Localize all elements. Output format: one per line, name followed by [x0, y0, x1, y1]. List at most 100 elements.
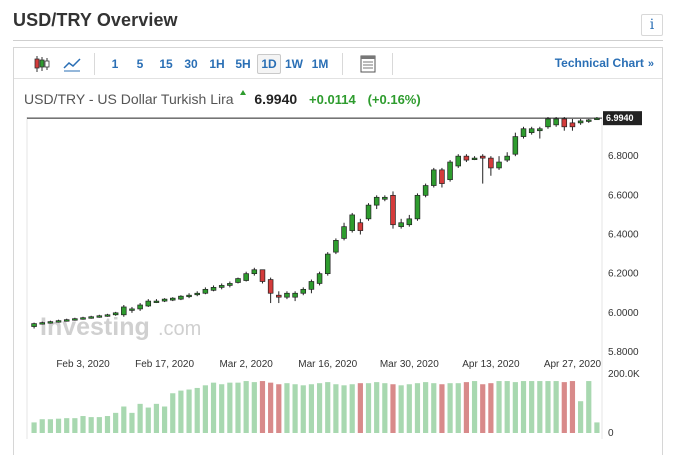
candle-up [414, 194, 421, 220]
volume-bar-down [480, 384, 486, 433]
candle-up [333, 240, 339, 253]
candle-up [72, 318, 78, 321]
volume-bar-up [178, 390, 184, 433]
candle-up [455, 155, 462, 167]
candle-down [569, 122, 576, 128]
volume-bar-up [161, 406, 168, 433]
volume-bar-up [553, 381, 559, 433]
pair-name: USD/TRY - US Dollar Turkish Lira [24, 91, 234, 107]
candle-up [553, 118, 559, 126]
candle-up [88, 316, 94, 319]
price-change-percent: (+0.16%) [367, 92, 421, 107]
candle-up [512, 136, 519, 155]
candle-down [488, 157, 494, 169]
candle-up [447, 161, 453, 181]
volume-bar-up [455, 383, 461, 433]
timeframe-1d[interactable]: 1D [257, 54, 281, 74]
chart-settings-icon[interactable] [357, 53, 379, 75]
volume-bar-up [398, 385, 404, 433]
volume-bar-up [64, 418, 70, 433]
timeframe-5h[interactable]: 5H [235, 57, 251, 71]
candle-up [137, 304, 143, 310]
title-divider [13, 40, 663, 41]
candle-up [373, 196, 380, 206]
price-tick-label: 6.0000 [608, 308, 639, 319]
candle-up [39, 322, 45, 325]
volume-bar-up [55, 418, 62, 433]
timeframe-5[interactable]: 5 [136, 57, 144, 71]
volume-min-label: 0 [608, 428, 614, 439]
candle-up [496, 161, 502, 169]
technical-chart-link[interactable]: Technical Chart» [555, 56, 654, 70]
volume-bar-down [561, 382, 567, 433]
candlestick-icon[interactable] [31, 53, 53, 75]
volume-bar-down [488, 383, 494, 433]
volume-bar-up [243, 381, 249, 433]
timeframe-15[interactable]: 15 [159, 57, 173, 71]
volume-bar-up [186, 389, 192, 433]
candle-up [406, 218, 413, 226]
timeframe-1m[interactable]: 1M [311, 57, 329, 71]
candle-up [545, 118, 551, 128]
volume-bar-up [520, 381, 527, 433]
candle-up [96, 315, 103, 318]
volume-bar-up [235, 382, 241, 433]
candle-up [577, 120, 584, 124]
candle-up [537, 128, 543, 132]
candle-up [382, 196, 388, 200]
candle-down [259, 269, 266, 282]
volume-bar-up [96, 417, 102, 433]
volume-bar-up [202, 385, 208, 433]
date-tick-label: Mar 2, 2020 [219, 359, 273, 370]
volume-bar-up [251, 382, 257, 433]
page-title: USD/TRY Overview [13, 10, 178, 30]
volume-max-label: 200.0K [608, 369, 640, 380]
candle-up [586, 119, 592, 122]
timeframe-1[interactable]: 1 [111, 57, 119, 71]
quote-row: USD/TRY - US Dollar Turkish Lira 6.9940 … [24, 90, 421, 108]
candle-up [178, 295, 184, 300]
candle-up [528, 128, 535, 134]
candle-up [170, 297, 176, 301]
price-tick-label: 6.8000 [608, 151, 639, 162]
chart-panel: 1 5 15 30 1H 5H 1D 1W 1M Technical Chart… [13, 47, 663, 455]
candle-up [300, 288, 307, 294]
watermark-brand: Investing [40, 313, 150, 341]
candle-up [349, 214, 355, 231]
line-chart-icon[interactable] [61, 53, 83, 75]
volume-bar-up [374, 382, 380, 433]
volume-bar-up [72, 418, 78, 433]
timeframe-30[interactable]: 30 [184, 57, 198, 71]
volume-bar-up [113, 412, 119, 433]
volume-bar-up [227, 382, 233, 433]
timeframe-1w[interactable]: 1W [285, 57, 303, 71]
timeframe-1h[interactable]: 1H [209, 57, 225, 71]
volume-bar-up [308, 384, 315, 433]
volume-bar-up [423, 382, 429, 433]
last-price-tag [603, 111, 642, 126]
volume-bar-down [276, 384, 282, 433]
volume-bar-up [341, 385, 347, 433]
volume-bar-up [137, 403, 143, 433]
volume-bar-up [153, 403, 160, 433]
volume-bar-up [292, 384, 298, 433]
volume-bar-up [414, 383, 421, 433]
volume-bar-up [219, 384, 225, 433]
date-tick-label: Mar 30, 2020 [380, 359, 439, 370]
volume-bar-up [325, 382, 331, 433]
candle-up [308, 281, 315, 290]
candle-up [194, 292, 200, 296]
volume-bar-up [406, 384, 412, 433]
candle-up [31, 323, 37, 327]
technical-chart-label[interactable]: Technical Chart [554, 56, 644, 70]
date-tick-label: Apr 13, 2020 [462, 359, 520, 370]
date-tick-label: Feb 3, 2020 [56, 359, 110, 370]
candle-up [341, 226, 347, 239]
volume-bar-down [439, 384, 445, 433]
candle-up [112, 312, 119, 316]
volume-bar-up [284, 383, 290, 433]
info-icon[interactable]: i [641, 14, 663, 36]
candle-down [267, 279, 274, 294]
candle-up [218, 285, 225, 288]
date-tick-label: Apr 27, 2020 [544, 359, 602, 370]
